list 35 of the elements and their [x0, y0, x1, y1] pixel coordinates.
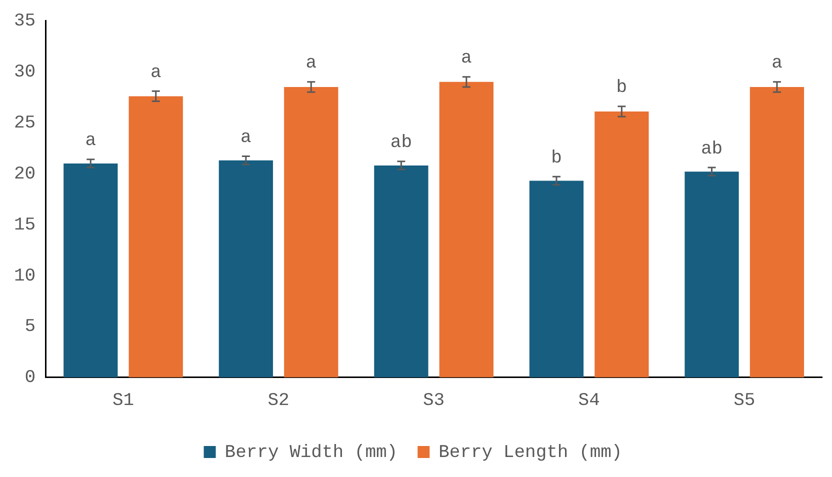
y-tick-label: 15	[14, 215, 36, 236]
x-tick-label: S4	[578, 390, 600, 411]
y-tick-label: 5	[24, 317, 36, 338]
legend-label: Berry Width (mm)	[224, 442, 398, 463]
data-label: b	[551, 148, 562, 168]
x-tick-label: S1	[112, 390, 134, 411]
data-label: a	[85, 131, 96, 152]
data-label: ab	[390, 133, 412, 154]
y-tick-label: 10	[14, 266, 36, 286]
bar	[750, 87, 804, 378]
bar	[529, 180, 584, 378]
y-tick-label: 20	[14, 164, 36, 184]
x-tick-label: S5	[734, 390, 756, 411]
y-tick-label: 25	[14, 113, 36, 134]
x-tick-label: S2	[268, 390, 290, 411]
data-label: a	[461, 48, 472, 69]
bar	[284, 87, 338, 378]
x-tick-label: S3	[422, 390, 445, 411]
bar	[684, 172, 739, 378]
bar	[374, 165, 428, 378]
legend-label: Berry Length (mm)	[438, 442, 622, 463]
bar	[64, 163, 118, 378]
data-label: ab	[700, 139, 723, 160]
y-tick-label: 0	[24, 368, 36, 388]
bar	[218, 160, 273, 378]
data-label: a	[772, 54, 783, 74]
data-label: b	[616, 78, 628, 98]
data-label: a	[150, 62, 162, 83]
bar	[594, 111, 649, 378]
bar	[128, 96, 183, 378]
y-tick-label: 30	[14, 62, 36, 83]
y-tick-label: 35	[14, 12, 36, 32]
data-label: a	[306, 54, 317, 74]
bar	[439, 82, 494, 378]
data-label: a	[240, 128, 252, 148]
